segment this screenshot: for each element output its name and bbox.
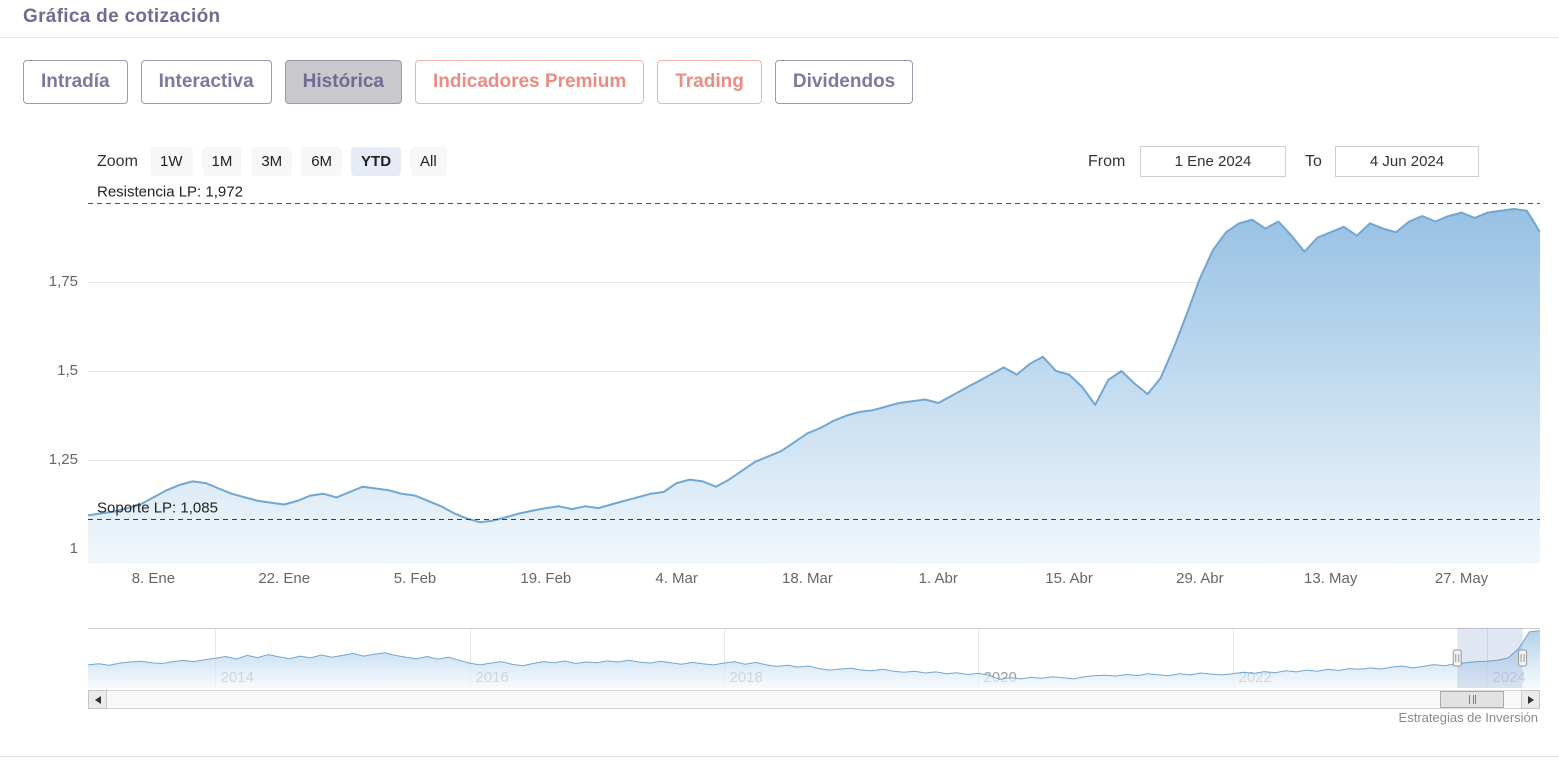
bottom-divider — [0, 756, 1559, 757]
x-axis-label-13-may: 13. May — [1304, 570, 1358, 587]
right-arrow-icon — [1527, 695, 1534, 704]
y-axis-label-1: 1 — [69, 540, 78, 557]
price-series-line — [88, 208, 1540, 524]
x-axis-label-8-ene: 8. Ene — [131, 570, 176, 587]
x-axis-label-15-abr: 15. Abr — [1045, 570, 1093, 587]
to-date-input[interactable]: 4 Jun 2024 — [1335, 146, 1479, 177]
navigator-handle-left[interactable] — [1452, 649, 1462, 667]
navigator-chart[interactable]: 201420162018202020222024 — [88, 628, 1540, 688]
zoom-label: Zoom — [97, 153, 138, 170]
page-title: Gráfica de cotización — [23, 6, 221, 27]
y-axis-label-1-75: 1,75 — [48, 273, 78, 290]
grip-icon — [1468, 695, 1476, 704]
y-axis-label-1-5: 1,5 — [57, 362, 78, 379]
zoom-button-6m[interactable]: 6M — [301, 147, 343, 176]
zoom-button-all[interactable]: All — [410, 147, 447, 176]
soporte-lp-label: Soporte LP: 1,085 — [97, 500, 218, 517]
zoom-button-1m[interactable]: 1M — [201, 147, 243, 176]
scrollbar-right-button[interactable] — [1521, 690, 1540, 709]
navigator-scrollbar — [88, 690, 1540, 709]
chart-credit[interactable]: Estrategias de Inversión — [1398, 710, 1538, 725]
x-axis-label-19-feb: 19. Feb — [520, 570, 572, 587]
x-axis-label-5-feb: 5. Feb — [393, 570, 437, 587]
from-date-input[interactable]: 1 Ene 2024 — [1140, 146, 1286, 177]
to-label: To — [1305, 153, 1322, 170]
zoom-button-ytd[interactable]: YTD — [351, 147, 402, 176]
scrollbar-left-button[interactable] — [88, 690, 107, 709]
title-divider — [0, 37, 1559, 38]
tab-indicadores-premium[interactable]: Indicadores Premium — [414, 60, 645, 104]
resistencia-lp-label: Resistencia LP: 1,972 — [97, 184, 243, 201]
x-axis-label-1-abr: 1. Abr — [918, 570, 958, 587]
navigator-handle-right[interactable] — [1518, 649, 1528, 667]
x-axis-label-4-mar: 4. Mar — [655, 570, 698, 587]
y-axis-label-1-25: 1,25 — [48, 451, 78, 468]
tab-intradia[interactable]: Intradía — [23, 60, 128, 104]
tab-dividendos[interactable]: Dividendos — [774, 60, 914, 104]
zoom-button-1w[interactable]: 1W — [150, 147, 193, 176]
x-axis-label-29-abr: 29. Abr — [1176, 570, 1224, 587]
scrollbar-thumb[interactable] — [1440, 691, 1504, 708]
tab-interactiva[interactable]: Interactiva — [140, 60, 272, 104]
price-chart[interactable]: Resistencia LP: 1,972 Soporte LP: 1,085 — [88, 170, 1540, 563]
from-label: From — [1088, 153, 1126, 170]
chart-tabs: Intradía Interactiva Histórica Indicadores … — [23, 60, 914, 104]
tab-trading[interactable]: Trading — [657, 60, 762, 104]
x-axis-label-22-ene: 22. Ene — [258, 570, 311, 587]
scrollbar-track[interactable] — [107, 690, 1521, 709]
x-axis-label-27-may: 27. May — [1434, 570, 1489, 587]
zoom-button-3m[interactable]: 3M — [251, 147, 293, 176]
left-arrow-icon — [94, 695, 101, 704]
navigator-selected-range[interactable] — [1457, 628, 1523, 688]
zoom-buttons: 1W 1M 3M 6M YTD All — [150, 147, 447, 176]
x-axis-label-18-mar: 18. Mar — [782, 570, 833, 587]
tab-historica[interactable]: Histórica — [284, 60, 402, 104]
